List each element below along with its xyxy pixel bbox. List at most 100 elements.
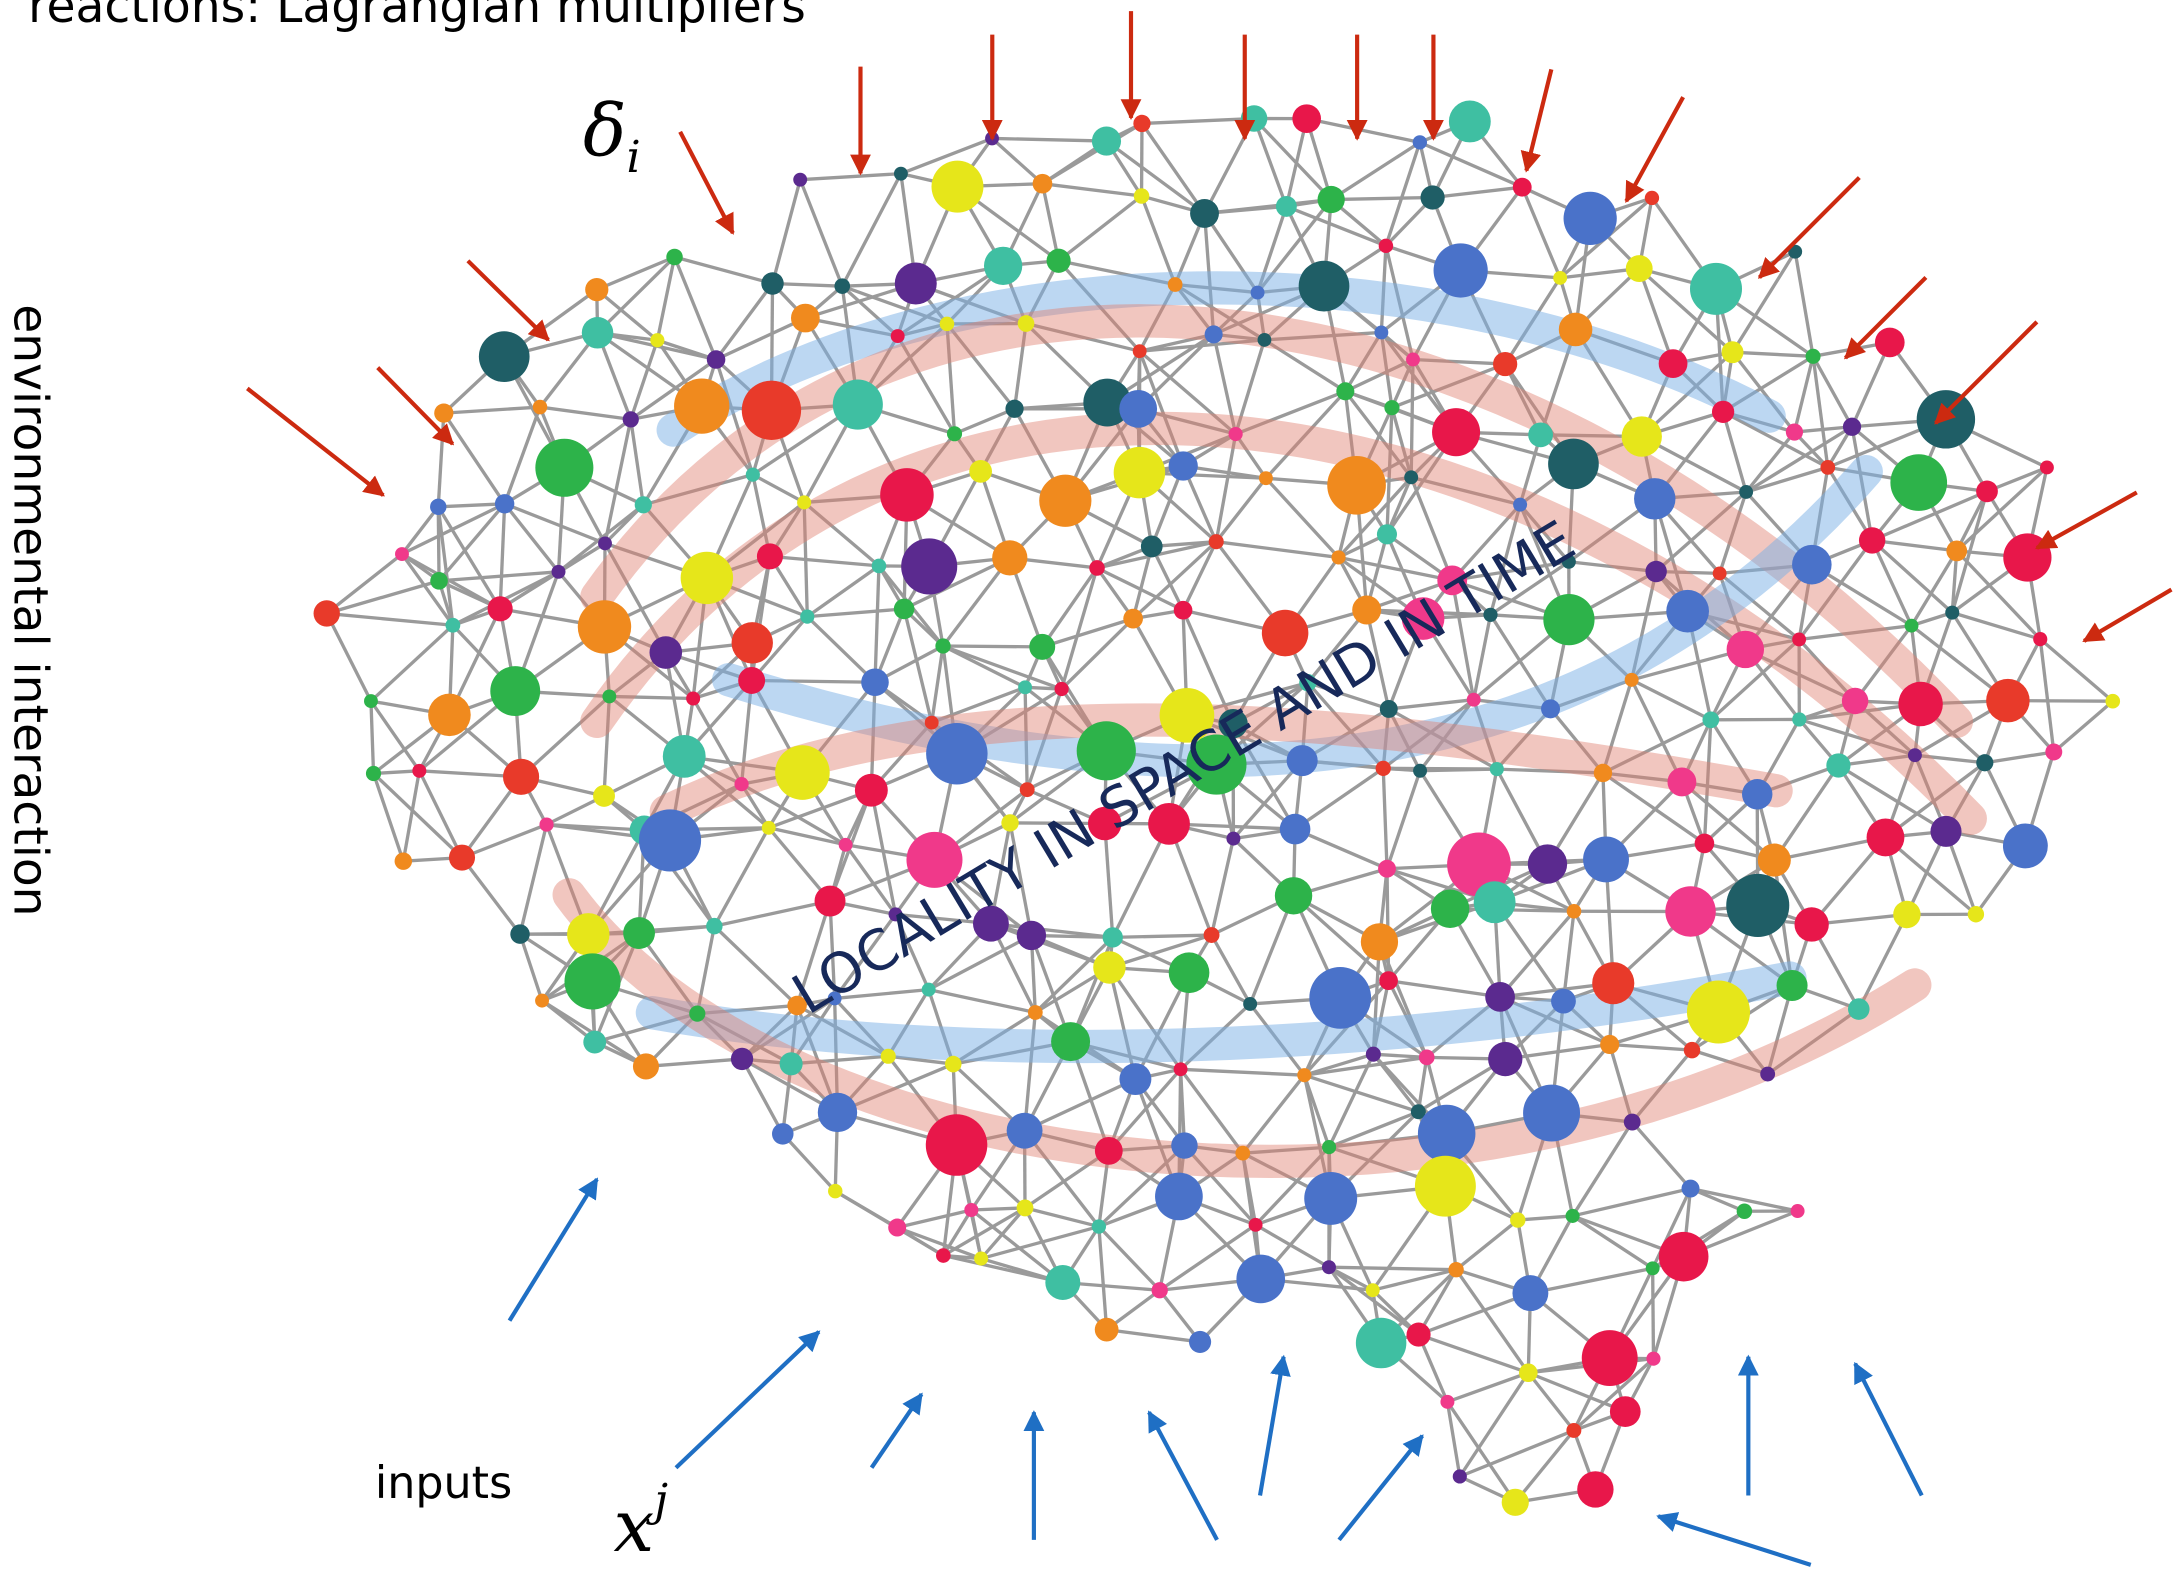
node [495, 494, 514, 513]
node [1737, 1204, 1752, 1219]
node [1792, 545, 1832, 585]
edge [714, 926, 797, 1005]
node [1687, 980, 1750, 1043]
node [666, 249, 682, 265]
node [1134, 188, 1150, 204]
node [1510, 1212, 1525, 1227]
node [1875, 328, 1905, 358]
edge [675, 257, 773, 283]
edge [1254, 119, 1286, 207]
node [1168, 277, 1183, 292]
node [891, 329, 905, 343]
diagram: reactions: Lagrangian multipliers enviro… [0, 0, 2176, 1569]
node [734, 777, 748, 791]
node [1453, 1469, 1467, 1483]
node [1189, 1331, 1211, 1353]
node [1485, 982, 1515, 1012]
node [1645, 561, 1666, 582]
node [828, 1184, 842, 1198]
node [926, 1114, 988, 1176]
node [1842, 688, 1868, 714]
node [1374, 326, 1388, 340]
node [535, 994, 549, 1008]
node [1513, 178, 1532, 197]
node [1727, 631, 1764, 668]
node [940, 317, 955, 332]
edge [462, 858, 520, 935]
node [947, 426, 962, 441]
edge [1243, 1075, 1305, 1153]
edge [1113, 935, 1212, 937]
node [1005, 400, 1023, 418]
node [762, 821, 776, 835]
edge [402, 504, 505, 554]
node [1667, 768, 1696, 797]
node [1258, 333, 1272, 347]
node [412, 764, 426, 778]
node [1917, 390, 1975, 448]
node [1702, 711, 1719, 728]
node [1018, 680, 1032, 694]
node [1786, 423, 1803, 440]
node [428, 694, 471, 737]
node [1415, 1156, 1476, 1217]
edge [1746, 467, 1828, 492]
node [488, 596, 513, 621]
x-symbol: xj [614, 1475, 669, 1569]
node [1434, 243, 1488, 297]
node [772, 1123, 794, 1145]
node [1114, 447, 1165, 498]
node [1945, 606, 1959, 620]
edge [1142, 119, 1254, 124]
edge [631, 340, 658, 419]
edge [1387, 771, 1420, 869]
node [1249, 1218, 1263, 1232]
node [707, 350, 726, 369]
node [1898, 682, 1942, 726]
edge [1610, 1044, 1692, 1050]
node [1169, 952, 1210, 993]
node [1695, 834, 1715, 854]
node [1760, 1067, 1775, 1082]
edge [1433, 187, 1523, 197]
node [1968, 906, 1984, 922]
node [1440, 1395, 1454, 1409]
node [1322, 1260, 1336, 1274]
edge [1418, 1057, 1426, 1111]
node [855, 774, 888, 807]
edge [1216, 542, 1338, 558]
node [833, 380, 883, 430]
node [1093, 951, 1125, 983]
node [1905, 619, 1919, 633]
node [1490, 762, 1504, 776]
node [1092, 1219, 1106, 1233]
node [1583, 836, 1629, 882]
edge [1420, 142, 1522, 187]
node [1404, 470, 1418, 484]
node [649, 636, 682, 669]
node [1513, 498, 1527, 512]
node [1726, 874, 1789, 937]
node [1095, 1137, 1123, 1165]
node [1251, 286, 1265, 300]
node [839, 838, 853, 852]
node [593, 785, 615, 807]
edge [1331, 198, 1432, 200]
node [888, 1219, 906, 1237]
node [1039, 475, 1091, 527]
node [1047, 249, 1071, 273]
node [932, 161, 984, 213]
node [1379, 971, 1398, 990]
node [1028, 1005, 1043, 1020]
node [922, 983, 936, 997]
node [1553, 271, 1567, 285]
node [1502, 1489, 1529, 1516]
node [1794, 907, 1828, 941]
node [1543, 594, 1594, 645]
node [1205, 325, 1223, 343]
node [1890, 454, 1947, 511]
edge [807, 609, 904, 617]
node [1055, 682, 1069, 696]
edge [1295, 768, 1383, 829]
node [1356, 1318, 1407, 1369]
